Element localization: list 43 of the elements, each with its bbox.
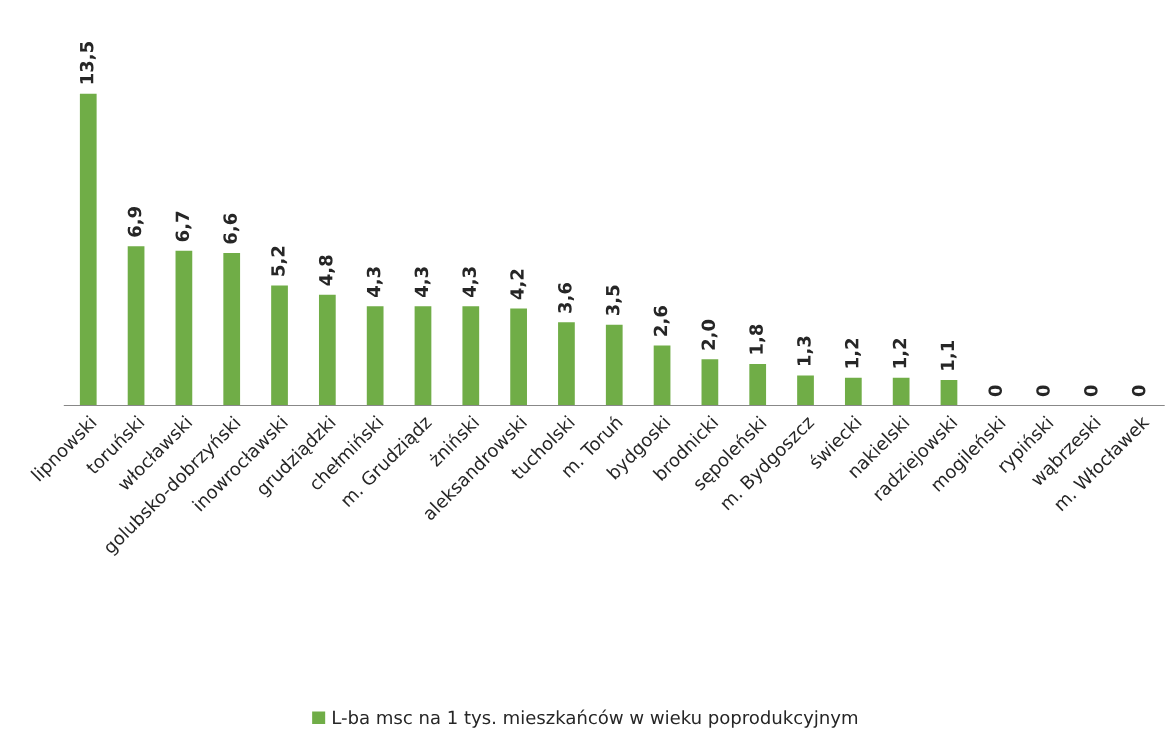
bar [797,375,814,406]
bar [318,294,336,406]
data-label: 0 [988,385,1003,397]
data-label: 4,3 [366,267,383,298]
bar [462,306,480,406]
data-label: 5,2 [271,246,288,276]
bar [223,253,241,406]
data-label: 6,9 [127,206,144,237]
bar [414,306,432,406]
bar [271,285,288,406]
bar [366,306,384,406]
data-label: 4,3 [414,267,431,298]
bar [127,246,145,406]
data-label: 6,7 [175,211,192,242]
bar [605,324,623,406]
bar [558,322,575,406]
data-label: 6,6 [223,213,240,244]
data-label: 0 [1084,385,1098,397]
data-label: 0 [1036,385,1050,397]
legend-label: L-ba msc na 1 tys. mieszkańców w wieku poprodukcyjnym [333,709,858,728]
data-label: 1,2 [844,339,861,368]
data-label: 2,6 [653,306,670,336]
data-label: 1,8 [749,324,766,354]
data-label: 0 [1131,385,1146,397]
bar [510,308,527,406]
bar [844,377,862,406]
data-label: 4,3 [462,267,479,298]
data-label: 1,1 [940,341,957,370]
data-label: 1,2 [892,339,909,368]
bar [653,345,671,406]
bar [79,93,97,406]
data-label: 4,8 [318,255,335,286]
bar [701,359,719,406]
data-label: 4,2 [510,269,527,300]
data-label: 2,0 [701,319,718,350]
bar [940,380,958,406]
data-label: 3,6 [558,282,574,313]
bar [892,377,910,406]
data-label: 13,5 [79,42,96,84]
bar [175,250,193,406]
data-label: 3,5 [605,285,622,316]
data-label: 1,3 [797,336,814,366]
bar [749,363,767,406]
